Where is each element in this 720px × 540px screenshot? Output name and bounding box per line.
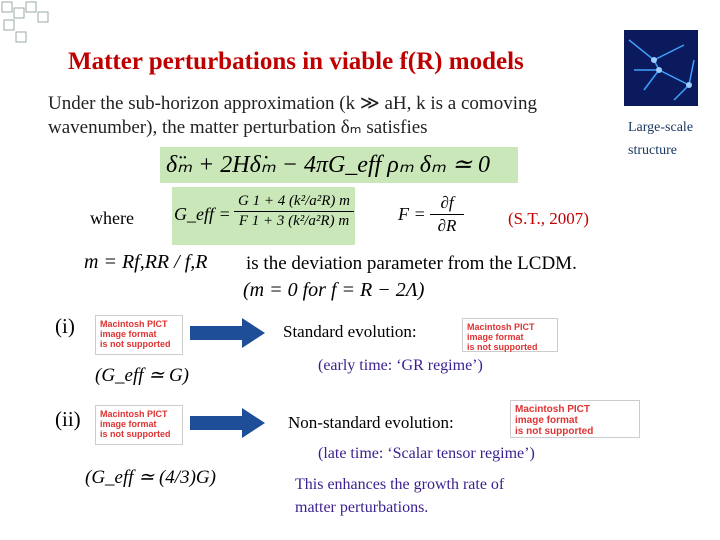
- limit: (G_eff ≃ G): [95, 365, 190, 386]
- pict-line: Macintosh PICT: [467, 322, 535, 332]
- arrow: [190, 318, 265, 348]
- case-label: (i): [55, 314, 75, 338]
- m-definition: m = Rf,RR / f,R: [84, 251, 208, 273]
- f-lhs: F =: [398, 204, 426, 224]
- m-zero: (m = 0 for f = R − 2Λ): [243, 279, 425, 301]
- deco-square: [13, 7, 25, 19]
- pict-line: image format: [100, 329, 157, 339]
- equation-box: [160, 147, 518, 183]
- image-caption: Large-scale: [628, 120, 694, 135]
- f-fraction: ∂f ∂R: [430, 193, 464, 236]
- pict-line: image format: [515, 415, 578, 426]
- evolution-label: Non-standard evolution:: [288, 413, 454, 432]
- pict-placeholder: Macintosh PICT image format is not support…: [510, 400, 640, 438]
- pict-line: is not supported: [467, 342, 538, 352]
- case-label: (ii): [55, 407, 81, 431]
- evolution-label: Standard evolution:: [283, 322, 417, 341]
- pict-placeholder: Macintosh PICT image format is not support…: [95, 315, 183, 355]
- geff-numerator: G 1 + 4 (k²/a²R) m: [237, 193, 350, 209]
- geff-denominator: F 1 + 3 (k²/a²R) m: [238, 213, 350, 229]
- deco-square: [1, 1, 13, 13]
- pict-line: image format: [100, 419, 157, 429]
- intro-line: wavenumber), the matter perturbation δₘ …: [48, 117, 428, 138]
- where-label: where: [90, 208, 134, 228]
- m-description: is the deviation parameter from the LCDM…: [246, 253, 577, 274]
- geff-fraction: G 1 + 4 (k²/a²R) m F 1 + 3 (k²/a²R) m: [234, 193, 354, 230]
- equation: δ̈ₘ + 2Hδ̇ₘ − 4πG_eff ρₘ δₘ ≃ 0: [166, 152, 490, 178]
- geff-box: [172, 187, 355, 245]
- pict-line: Macintosh PICT: [100, 409, 168, 419]
- geff-lhs: G_eff =: [174, 204, 231, 224]
- pict-line: image format: [467, 332, 524, 342]
- f-numerator: ∂f: [440, 193, 454, 212]
- pict-line: Macintosh PICT: [515, 404, 591, 415]
- pict-line: is not supported: [100, 339, 171, 349]
- pict-line: is not supported: [515, 426, 594, 437]
- pict-line: is not supported: [100, 429, 171, 439]
- f-denominator: ∂R: [437, 216, 457, 235]
- pict-placeholder: Macintosh PICT image format is not support…: [462, 318, 558, 352]
- pict-line: Macintosh PICT: [100, 319, 168, 329]
- conclusion-line: This enhances the growth rate of: [295, 476, 505, 493]
- deco-square: [3, 19, 15, 31]
- deco-square: [25, 1, 37, 13]
- pict-placeholder: Macintosh PICT image format is not support…: [95, 405, 183, 445]
- decoration: [1, 1, 49, 43]
- regime: (late time: ‘Scalar tensor regime’): [318, 445, 535, 462]
- structure-image: [624, 30, 698, 106]
- limit: (G_eff ≃ (4/3)G): [85, 467, 216, 488]
- reference: (S.T., 2007): [508, 209, 589, 228]
- deco-square: [15, 31, 27, 43]
- regime: (early time: ‘GR regime’): [318, 357, 483, 374]
- intro-line: Under the sub-horizon approximation (k ≫…: [48, 93, 537, 114]
- conclusion-line: matter perturbations.: [295, 499, 429, 516]
- image-caption: structure: [628, 143, 677, 158]
- title: Matter perturbations in viable f(R) mode…: [68, 48, 524, 75]
- arrow: [190, 408, 265, 438]
- deco-square: [37, 11, 49, 23]
